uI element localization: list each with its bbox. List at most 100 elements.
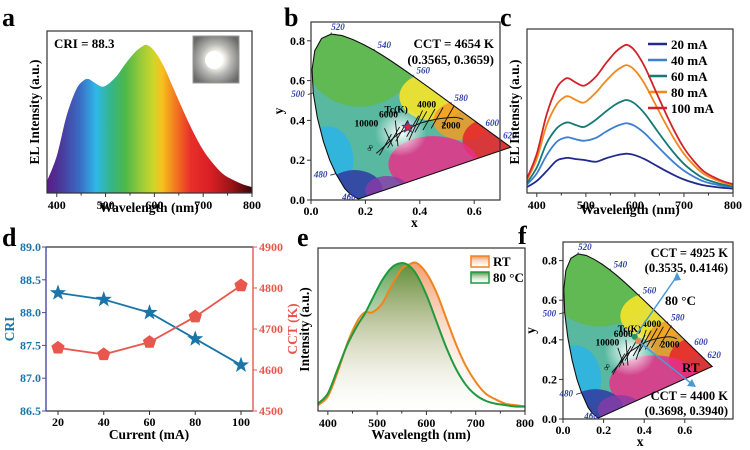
pentagon-marker bbox=[97, 347, 111, 361]
arrow-80C bbox=[634, 275, 678, 338]
arrowhead-80C bbox=[673, 272, 681, 281]
area-fill-80C bbox=[318, 262, 525, 411]
wavelength-label: 480 bbox=[313, 170, 328, 180]
spectrum-line-80mA bbox=[526, 64, 734, 186]
wavelength-tick bbox=[609, 268, 611, 270]
gamut-green bbox=[312, 34, 415, 107]
wavelength-tick bbox=[575, 392, 582, 395]
x-tick-label: 0.6 bbox=[677, 423, 692, 437]
wavelength-tick bbox=[589, 412, 593, 416]
wavelength-label: 600 bbox=[694, 337, 708, 347]
plot-frame-e bbox=[317, 247, 526, 412]
cct-annotation: CCT = 4654 K bbox=[414, 36, 495, 51]
x-axis-title: Current (mA) bbox=[109, 427, 189, 442]
isotherm-line bbox=[644, 328, 658, 350]
isotherm-line bbox=[612, 353, 626, 375]
plot-frame-a bbox=[46, 30, 253, 194]
x-tick-label: 0.6 bbox=[467, 204, 482, 218]
tc-6000-label: 6000 bbox=[379, 110, 398, 120]
star-marker bbox=[187, 330, 204, 346]
isotherm-10000 bbox=[617, 347, 625, 366]
point-RT bbox=[635, 337, 642, 344]
tc-6000-label: 6000 bbox=[614, 330, 633, 340]
x-tick-label: 0.0 bbox=[304, 204, 319, 218]
wavelength-label: 620 bbox=[707, 350, 721, 360]
pentagon-marker bbox=[188, 309, 202, 323]
tc-label: Tc(K) bbox=[618, 324, 641, 335]
x-tick-label: 40 bbox=[98, 415, 110, 429]
chromaticity-RT-annotation: (0.3698, 0.3940) bbox=[645, 404, 728, 418]
x-axis-title: Wavelength (nm) bbox=[99, 200, 198, 215]
left-y-axis-title: CRI bbox=[2, 317, 17, 342]
wavelength-label: 460 bbox=[583, 411, 598, 421]
panel-label-c: c bbox=[500, 3, 512, 32]
gamut-green bbox=[563, 253, 655, 327]
legend-label: 100 mA bbox=[671, 101, 715, 116]
tc-infinity-label: ∞ bbox=[365, 143, 377, 154]
spectrum-line-40mA bbox=[526, 122, 734, 189]
x-tick-label: 60 bbox=[144, 415, 156, 429]
led-glow-icon bbox=[205, 51, 223, 69]
isotherm-line bbox=[441, 105, 455, 128]
plot-frame-b bbox=[310, 21, 501, 201]
panel-label-f: f bbox=[518, 221, 527, 250]
panel-d: 20 40 60 80 100 86.5 87.0 87.5 88.0 88.5 89.0 4500 4… bbox=[2, 240, 300, 442]
wavelength-tick bbox=[347, 193, 351, 197]
wavelength-label: 460 bbox=[341, 192, 356, 202]
legend-label: 20 mA bbox=[671, 37, 708, 52]
tc-label: Tc(K) bbox=[384, 104, 407, 115]
isotherm-line bbox=[659, 325, 672, 347]
y-tick-label: 0.6 bbox=[290, 74, 305, 88]
spectrum-line-100mA bbox=[526, 43, 734, 186]
pentagon-marker bbox=[51, 340, 65, 354]
x-tick-label: 0.4 bbox=[412, 204, 427, 218]
legend-label: 80 °C bbox=[493, 270, 524, 285]
spectrum-area bbox=[47, 44, 252, 193]
x-tick-label: 600 bbox=[417, 416, 435, 430]
spectral-locus bbox=[311, 33, 513, 200]
left-y-tick-label: 89.0 bbox=[20, 240, 41, 254]
x-tick-label: 0.2 bbox=[358, 204, 373, 218]
isotherm-line bbox=[618, 345, 632, 368]
star-marker bbox=[141, 304, 158, 320]
cct-RT-annotation: CCT = 4400 K bbox=[651, 389, 729, 403]
left-y-tick-label: 88.0 bbox=[20, 306, 41, 320]
x-tick-label: 100 bbox=[232, 415, 250, 429]
right-y-axis-title: CCT (K) bbox=[285, 303, 300, 354]
isotherm-line bbox=[379, 134, 392, 156]
left-y-tick-label: 86.5 bbox=[20, 404, 41, 418]
legend-swatch bbox=[470, 271, 490, 284]
y-tick-label: 0.0 bbox=[542, 412, 557, 426]
y-tick-label: 0.6 bbox=[542, 293, 557, 307]
isotherm-10000 bbox=[384, 128, 394, 147]
left-y-tick-label: 88.5 bbox=[20, 273, 41, 287]
x-axis-title: x bbox=[637, 434, 644, 449]
left-y-tick-label: 87.5 bbox=[20, 338, 41, 352]
star-marker bbox=[232, 356, 250, 372]
y-tick-label: 0.0 bbox=[290, 193, 305, 207]
arrowhead-RT bbox=[687, 379, 696, 387]
x-axis-title: x bbox=[411, 215, 418, 230]
right-y-tick-label: 4600 bbox=[259, 363, 283, 377]
wavelength-label: 520 bbox=[578, 242, 592, 252]
tc-infinity-label: ∞ bbox=[602, 362, 614, 373]
x-axis-title: Wavelength (nm) bbox=[371, 427, 470, 442]
right-y-tick-label: 4900 bbox=[259, 240, 283, 254]
wavelength-label: 560 bbox=[416, 66, 430, 76]
gamut-blue bbox=[326, 170, 383, 200]
panel-label-b: b bbox=[284, 3, 298, 32]
x-axis-title: Wavelength (nm) bbox=[580, 202, 679, 217]
y-axis-title: Intensity (a.u.) bbox=[297, 287, 312, 371]
x-tick-label: 700 bbox=[675, 198, 693, 212]
panel-f: 460 480 500 520 540 560 580 600 620 Tc(K) 10000600… bbox=[523, 241, 734, 449]
y-tick-label: 0.4 bbox=[290, 113, 305, 127]
x-tick-label: 800 bbox=[243, 198, 261, 212]
tc-10000-label: 10000 bbox=[355, 119, 379, 129]
chromaticity-80C-annotation: (0.3535, 0.4146) bbox=[645, 261, 728, 275]
wavelength-label: 480 bbox=[559, 389, 574, 399]
wavelength-tick bbox=[412, 74, 414, 77]
tc-2000-label: 2000 bbox=[660, 341, 679, 351]
